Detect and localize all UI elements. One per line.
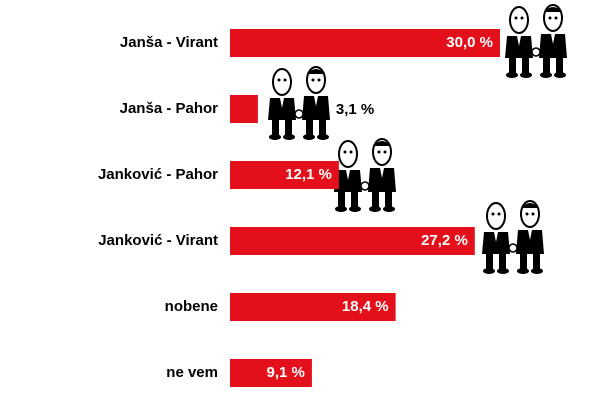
value-label: 30,0 % [446, 34, 493, 51]
bar [230, 161, 339, 189]
category-label: ne vem [166, 364, 218, 381]
bar [230, 95, 258, 123]
category-label: Janković - Pahor [98, 166, 218, 183]
value-label: 12,1 % [285, 166, 332, 183]
category-label: Janković - Virant [98, 232, 218, 249]
category-label: Janša - Pahor [120, 100, 219, 117]
cartoon [267, 66, 331, 141]
value-label: 27,2 % [421, 232, 468, 249]
category-label: Janša - Virant [120, 34, 218, 51]
value-label: 18,4 % [342, 298, 389, 315]
bar [230, 29, 500, 57]
bar [230, 293, 396, 321]
cartoon [504, 4, 568, 79]
cartoon [481, 200, 545, 275]
bar [230, 359, 312, 387]
value-label: 3,1 % [336, 101, 374, 118]
bar [230, 227, 475, 255]
value-label: 9,1 % [267, 364, 305, 381]
cartoon [333, 138, 397, 213]
category-label: nobene [165, 298, 218, 315]
